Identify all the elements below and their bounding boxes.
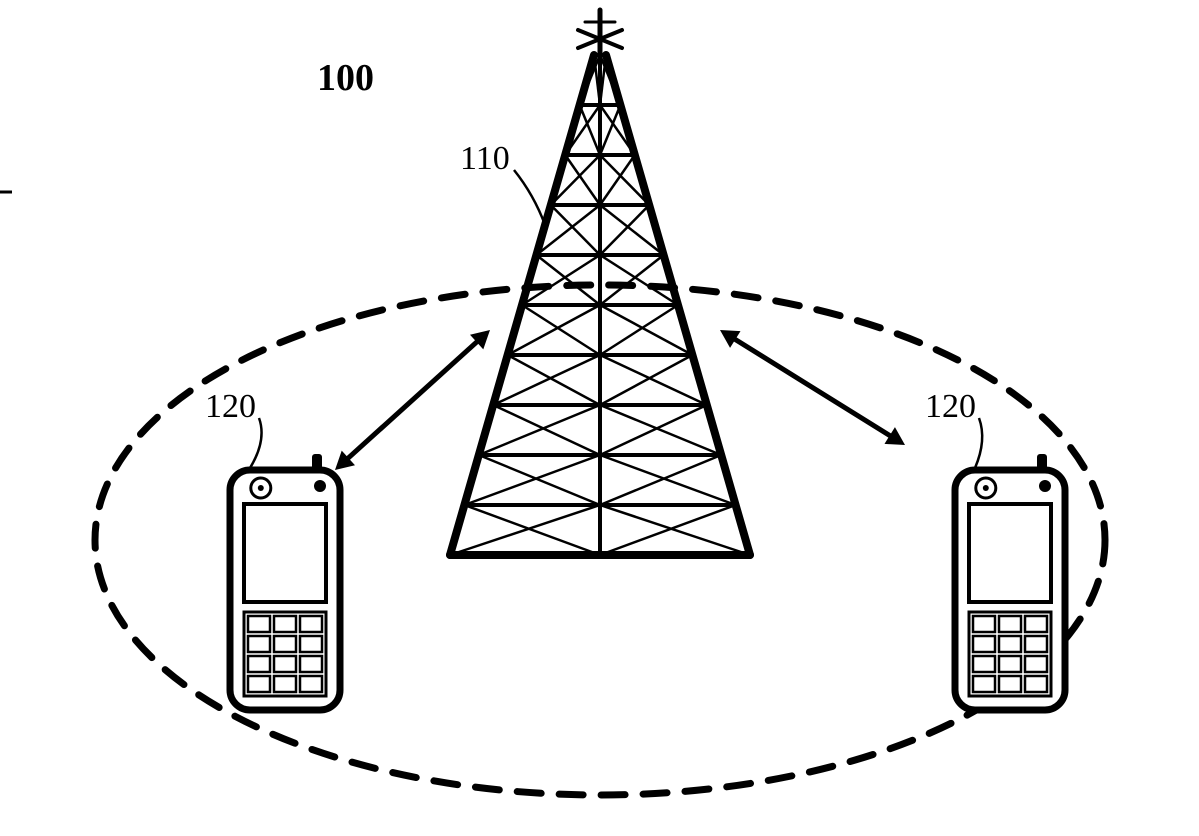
tower-icon — [450, 10, 750, 555]
diagram-svg — [0, 0, 1199, 831]
phone-icon — [955, 418, 1065, 710]
diagram-stage: 100 110 120 120 — [0, 0, 1199, 831]
phone-icon — [230, 418, 340, 710]
system-label: 100 — [317, 56, 374, 100]
phone-ref-label: 120 — [925, 388, 976, 426]
link-arrow — [335, 330, 490, 470]
tower-ref-label: 110 — [460, 140, 510, 178]
phone-ref-label: 120 — [205, 388, 256, 426]
link-arrow — [720, 330, 905, 445]
